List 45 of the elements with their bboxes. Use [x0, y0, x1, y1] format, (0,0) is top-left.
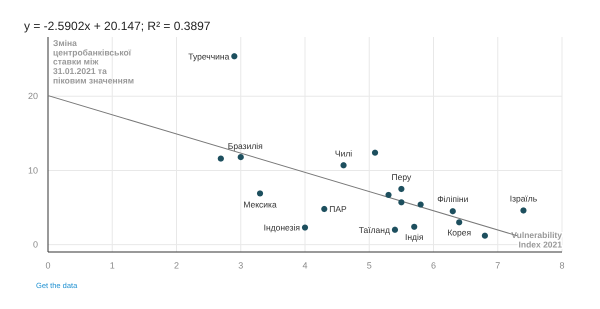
point — [302, 224, 308, 231]
x-tick-label: 1 — [110, 260, 115, 270]
point — [238, 154, 244, 160]
annotation: Бразилія — [228, 141, 264, 152]
x-tick-label: 6 — [430, 260, 436, 270]
point — [411, 224, 418, 230]
point — [520, 207, 527, 214]
annotation: Чилі — [334, 148, 352, 158]
annotation: Індія — [404, 232, 424, 242]
annotation: ПАР — [329, 204, 348, 214]
x-tick-label: 8 — [559, 260, 565, 270]
point — [340, 162, 347, 168]
y-tick-label: 10 — [28, 165, 38, 176]
point — [456, 219, 462, 226]
point — [398, 186, 404, 192]
point — [218, 156, 224, 162]
y-tick-label: 20 — [28, 91, 38, 102]
point — [256, 190, 264, 197]
x-tick-label: 3 — [238, 260, 244, 270]
chart-title: y = -2.5902x + 20.147; R² = 0.3897 — [24, 19, 211, 33]
x-tick-label: 4 — [302, 260, 308, 270]
point — [385, 192, 392, 198]
x-axis-title: Vulnerability Index 2021 — [511, 230, 562, 250]
annotation: Ізраїль — [510, 193, 538, 204]
annotation: Перу — [392, 172, 412, 182]
x-tick-label: 7 — [495, 260, 500, 270]
x-tick-label: 0 — [45, 260, 51, 270]
point — [398, 199, 404, 206]
point — [450, 208, 456, 214]
annotation: Таїланд — [358, 224, 390, 235]
annotation: Індонезія — [264, 222, 300, 233]
y-axis-title: Зміна центробанківської ставки між 31.01.2021 та піковим значенням — [53, 38, 134, 86]
point — [482, 232, 488, 239]
x-tick-label: 5 — [366, 260, 372, 270]
annotation: Корея — [447, 227, 472, 238]
annotation: Туреччина — [188, 51, 230, 62]
point — [392, 226, 398, 233]
point — [321, 206, 328, 212]
x-tick-label: 2 — [174, 260, 180, 270]
point — [231, 53, 238, 60]
y-tick-label: 0 — [32, 239, 38, 250]
annotation: Мексика — [243, 199, 277, 210]
annotation: Філіпіни — [437, 194, 469, 204]
point — [418, 201, 424, 208]
point — [372, 150, 378, 156]
